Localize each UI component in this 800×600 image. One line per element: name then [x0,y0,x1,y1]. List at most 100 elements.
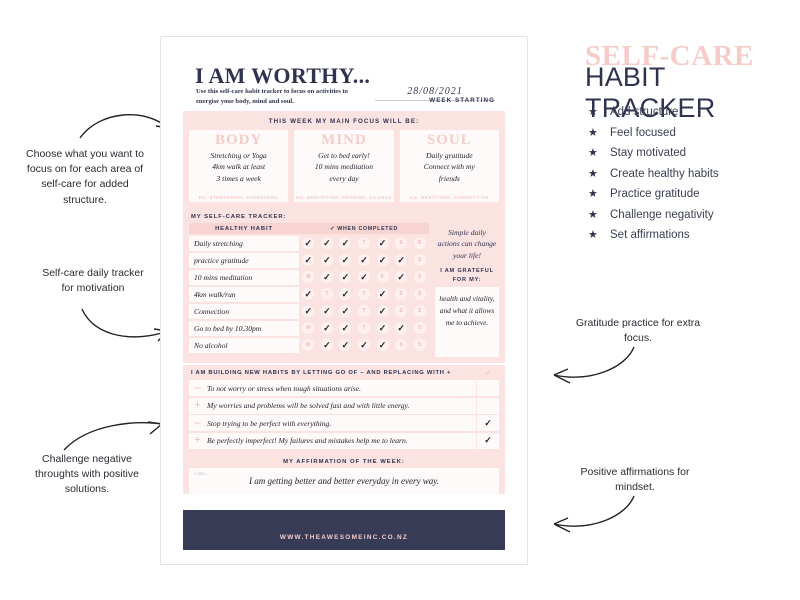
day-checkbox[interactable]: T [357,271,370,284]
day-checkbox[interactable]: T [320,339,333,352]
main-focus-heading: THIS WEEK MY MAIN FOCUS WILL BE: [268,118,420,125]
day-checkbox[interactable]: F [376,322,389,335]
day-checkbox[interactable]: S [413,339,426,352]
new-habits-heading: I AM BUILDING NEW HABITS BY LETTING GO O… [191,370,452,377]
star-icon: ★ [588,229,598,241]
list-item: + Be perfectly imperfect! My failures and… [189,432,499,449]
day-checkbox[interactable]: M [302,271,315,284]
day-checkbox[interactable]: T [357,254,370,267]
day-checkbox[interactable]: T [320,237,333,250]
day-checkbox[interactable]: S [413,237,426,250]
habit-label[interactable]: No alcohol [189,337,299,353]
day-checkbox[interactable]: T [320,271,333,284]
day-checkbox[interactable]: W [339,237,352,250]
day-checkbox[interactable]: T [357,322,370,335]
habit-statement[interactable]: – To not worry or stress when tough situa… [189,380,476,397]
focus-box-mind[interactable]: MIND Get to bed early! 10 mins meditatio… [294,130,394,202]
habit-checkbox[interactable] [477,380,499,397]
week-starting-field[interactable]: 28/08/2021 [375,81,495,101]
list-item: – Stop trying to be perfect with everythi… [189,415,499,432]
focus-box-soul[interactable]: SOUL Daily gratitude Connect with my fri… [399,130,499,202]
day-checkbox[interactable]: F [376,271,389,284]
star-icon: ★ [588,188,598,200]
day-checkbox[interactable]: W [339,339,352,352]
list-item: ★ Feel focused [588,127,788,139]
day-checkbox[interactable]: W [339,271,352,284]
main-focus-section: THIS WEEK MY MAIN FOCUS WILL BE: BODY St… [183,111,505,209]
day-checkbox[interactable]: F [376,339,389,352]
sign-icon: + [194,434,201,447]
day-checkbox[interactable]: S [413,288,426,301]
day-checkbox[interactable]: S [413,254,426,267]
day-checkbox[interactable]: M [302,288,315,301]
day-checkbox[interactable]: F [376,288,389,301]
star-icon: ★ [588,147,598,159]
habit-checkbox[interactable]: ✓ [477,415,499,432]
star-icon: ★ [588,167,598,180]
day-checkbox[interactable]: S [395,271,408,284]
habit-label[interactable]: 10 mins meditation [189,269,299,285]
day-checkbox[interactable]: T [357,305,370,318]
affirmation-prefix: I am... [194,470,209,477]
habit-label[interactable]: Connection [189,303,299,319]
day-checkbox[interactable]: M [302,237,315,250]
day-checkbox[interactable]: T [357,288,370,301]
list-item: ★ Challenge negativity [588,209,788,221]
self-care-tracker-section: MY SELF-CARE TRACKER: HEALTHY HABIT ✓ WH… [183,209,505,363]
day-checkbox[interactable]: F [376,305,389,318]
habit-statement[interactable]: + My worries and problems will be solved … [189,397,476,414]
day-checkbox[interactable]: S [413,322,426,335]
tracker-heading: MY SELF-CARE TRACKER: [191,214,287,220]
focus-box-text: Daily gratitude Connect with my friends [423,150,475,183]
day-checkbox[interactable]: M [302,254,315,267]
day-checkbox[interactable]: W [339,254,352,267]
sheet-title: I AM WORTHY... [195,63,371,88]
day-checkbox[interactable]: T [357,237,370,250]
day-checkbox[interactable]: S [413,271,426,284]
day-checkbox[interactable]: S [395,254,408,267]
day-checkbox[interactable]: W [339,305,352,318]
sign-icon: – [194,381,201,394]
day-checkbox[interactable]: S [413,305,426,318]
affirmation-section: MY AFFIRMATION OF THE WEEK: I am... I am… [183,453,505,494]
day-checkbox[interactable]: M [302,305,315,318]
focus-box-heading: SOUL [426,132,472,148]
list-item-label: Create healthy habits [610,167,719,180]
day-checkbox[interactable]: S [395,322,408,335]
day-checkbox[interactable]: S [395,237,408,250]
gratitude-input[interactable]: health and vitality, and what it allows … [435,286,499,357]
habit-statement[interactable]: + Be perfectly imperfect! My failures and… [189,432,476,449]
annotation-affirmation-note: Positive affirmations for mindset. [580,466,690,494]
habit-checkbox[interactable] [477,397,499,414]
focus-box-text: Get to bed early! 10 mins meditation eve… [314,150,374,183]
affirmation-input[interactable]: I am... I am getting better and better e… [189,467,499,494]
focus-box-body[interactable]: BODY Stretching or Yoga 4km walk at leas… [189,130,289,202]
day-checkbox[interactable]: T [320,288,333,301]
day-checkbox[interactable]: T [320,305,333,318]
habit-label[interactable]: 4km walk/run [189,286,299,302]
habit-label[interactable]: practice gratitude [189,252,299,268]
day-checkbox[interactable]: F [376,254,389,267]
day-checkbox[interactable]: S [395,339,408,352]
sign-icon: + [194,399,201,412]
list-item: – To not worry or stress when tough situa… [189,380,499,397]
day-checkbox[interactable]: T [357,339,370,352]
habit-label[interactable]: Go to bed by 10.30pm [189,320,299,336]
day-checkbox[interactable]: F [376,237,389,250]
new-habits-header: I AM BUILDING NEW HABITS BY LETTING GO O… [189,368,499,379]
day-checkbox[interactable]: W [339,322,352,335]
tracker-sidebar: Simple daily actions can change your lif… [435,223,499,357]
day-checkbox[interactable]: M [302,339,315,352]
day-checkbox[interactable]: S [395,305,408,318]
day-checkbox[interactable]: S [395,288,408,301]
habit-checkbox[interactable]: ✓ [477,432,499,449]
day-checkbox[interactable]: T [320,254,333,267]
habit-statement[interactable]: – Stop trying to be perfect with everythi… [189,415,476,432]
day-checkbox[interactable]: T [320,322,333,335]
day-checkbox[interactable]: M [302,322,315,335]
page-title-accent: SELF-CARE [585,40,754,72]
tracker-table: HEALTHY HABIT ✓ WHEN COMPLETED Daily str… [189,223,429,357]
day-checkbox[interactable]: W [339,288,352,301]
affirmation-note-arrow [553,495,635,533]
habit-label[interactable]: Daily stretching [189,235,299,251]
